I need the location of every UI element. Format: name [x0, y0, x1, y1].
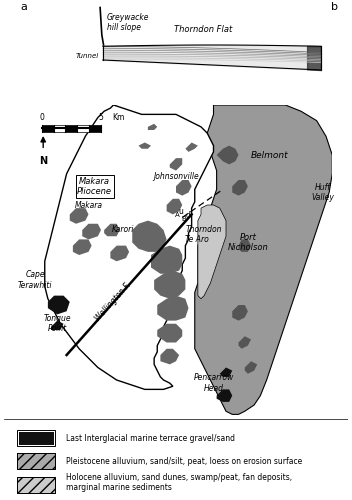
Polygon shape [161, 349, 179, 364]
Text: A: A [175, 212, 180, 218]
Polygon shape [138, 142, 151, 149]
Bar [42, 124, 54, 132]
Text: u: u [178, 207, 183, 216]
Polygon shape [104, 224, 120, 236]
Bar [54, 124, 65, 132]
Text: 5: 5 [99, 112, 103, 122]
Polygon shape [166, 198, 182, 214]
Bar [17, 430, 55, 446]
Text: Makara
Pliocene: Makara Pliocene [77, 176, 112, 196]
Bar [89, 124, 101, 132]
Text: Holocene alluvium, sand dunes, swamp/peat, fan deposits,
marginal marine sedimen: Holocene alluvium, sand dunes, swamp/pea… [65, 473, 292, 492]
Bar [17, 453, 55, 469]
Polygon shape [216, 146, 239, 165]
Polygon shape [195, 105, 332, 414]
Text: Thorndon Flat: Thorndon Flat [175, 26, 233, 35]
Text: B: B [181, 216, 186, 222]
Text: Greywacke
hill slope: Greywacke hill slope [107, 12, 150, 32]
Polygon shape [154, 270, 186, 298]
Text: Tunnel: Tunnel [76, 52, 99, 59]
Text: Port
Nicholson: Port Nicholson [227, 233, 268, 252]
Bar [77, 124, 89, 132]
Text: Te Aro: Te Aro [186, 235, 209, 244]
Polygon shape [232, 305, 248, 320]
Bar [17, 477, 55, 494]
Text: Tongue
Point: Tongue Point [43, 314, 71, 334]
Polygon shape [132, 220, 166, 252]
Text: a: a [21, 2, 28, 12]
Text: Belmont: Belmont [251, 150, 289, 160]
Polygon shape [45, 105, 214, 390]
Polygon shape [73, 240, 92, 255]
Polygon shape [51, 320, 63, 330]
Text: b: b [331, 2, 338, 12]
Text: N: N [39, 156, 47, 166]
Polygon shape [170, 158, 182, 170]
Polygon shape [198, 205, 226, 298]
Polygon shape [111, 246, 129, 261]
Text: d: d [185, 212, 190, 220]
Polygon shape [157, 296, 189, 320]
Bar [65, 124, 77, 132]
Polygon shape [82, 224, 101, 240]
Text: Huff
Valley: Huff Valley [312, 183, 334, 202]
Text: Last Interglacial marine terrace gravel/sand: Last Interglacial marine terrace gravel/… [65, 434, 235, 442]
Bar [17, 477, 55, 494]
Text: Makara: Makara [75, 200, 102, 209]
Polygon shape [232, 180, 248, 196]
Polygon shape [157, 324, 182, 342]
Polygon shape [48, 296, 70, 314]
Polygon shape [70, 208, 88, 224]
Polygon shape [216, 390, 232, 402]
Polygon shape [220, 368, 232, 377]
Polygon shape [186, 142, 198, 152]
Text: Thorndon: Thorndon [186, 226, 222, 234]
Bar [19, 432, 54, 444]
Text: 0: 0 [39, 112, 44, 122]
Text: Karori: Karori [112, 226, 134, 234]
Bar [17, 453, 55, 469]
Polygon shape [239, 240, 251, 252]
Polygon shape [245, 361, 257, 374]
Text: Pencarrow
Head: Pencarrow Head [193, 374, 234, 393]
Text: Pleistocene alluvium, sand/silt, peat, loess on erosion surface: Pleistocene alluvium, sand/silt, peat, l… [65, 456, 302, 466]
Polygon shape [176, 180, 191, 196]
Text: Johnsonville: Johnsonville [153, 172, 199, 182]
Text: Wellington F.: Wellington F. [94, 280, 133, 323]
Polygon shape [148, 124, 157, 130]
Polygon shape [151, 246, 182, 274]
Text: Km: Km [112, 112, 124, 122]
Text: Cape
Terawhiti: Cape Terawhiti [18, 270, 53, 289]
Polygon shape [239, 336, 251, 349]
